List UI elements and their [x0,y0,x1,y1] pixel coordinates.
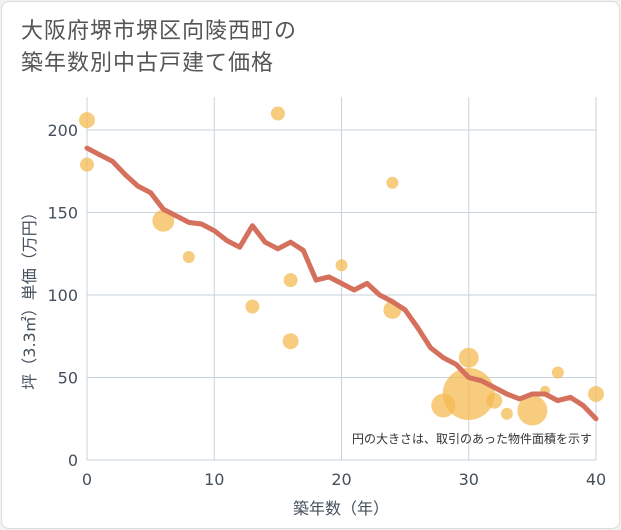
x-tick-label-0: 0 [82,470,92,489]
y-tick-label-3: 150 [47,204,78,223]
y-tick-label-0: 0 [68,451,78,470]
bubble-point-16 [517,395,548,426]
x-tick-label-4: 40 [586,470,606,489]
bubble-point-14 [486,392,503,409]
bubble-point-9 [386,176,399,189]
y-tick-label-2: 100 [47,286,78,305]
y-tick-label-1: 50 [58,369,78,388]
bubble-point-4 [245,299,260,314]
x-tick-label-2: 20 [331,470,351,489]
bubble-point-8 [335,259,348,272]
bubble-point-18 [551,366,564,379]
bubble-size-note: 円の大きさは、取引のあった物件面積を示す [352,431,592,446]
bubble-point-2 [152,209,175,232]
bubble-point-5 [270,106,285,121]
x-axis-title: 築年数（年） [293,499,389,518]
bubble-point-12 [458,347,479,368]
bubble-point-1 [80,157,94,172]
chart-title-line-1: 大阪府堺市堺区向陵西町の [21,19,298,44]
grid-lines [86,97,597,461]
bubble-point-3 [182,251,195,264]
chart-title: 大阪府堺市堺区向陵西町の 築年数別中古戸建て価格 [21,16,297,80]
bubble-point-0 [79,112,95,129]
y-axis-title: 坪（3.3㎡）単価（万円） [20,204,39,389]
average-price-line [84,145,599,422]
x-tick-label-3: 30 [459,470,479,489]
y-tick-label-4: 200 [47,121,78,140]
bubble-point-6 [283,273,298,288]
tick-labels: 0 10 20 30 40 0 50 100 150 200 [47,121,606,489]
bubble-point-19 [588,386,604,402]
line-series [84,145,599,422]
bubble-point-15 [500,407,513,420]
x-tick-label-1: 10 [204,470,224,489]
chart-title-line-2: 築年数別中古戸建て価格 [21,51,275,76]
bubble-point-7 [282,333,299,350]
